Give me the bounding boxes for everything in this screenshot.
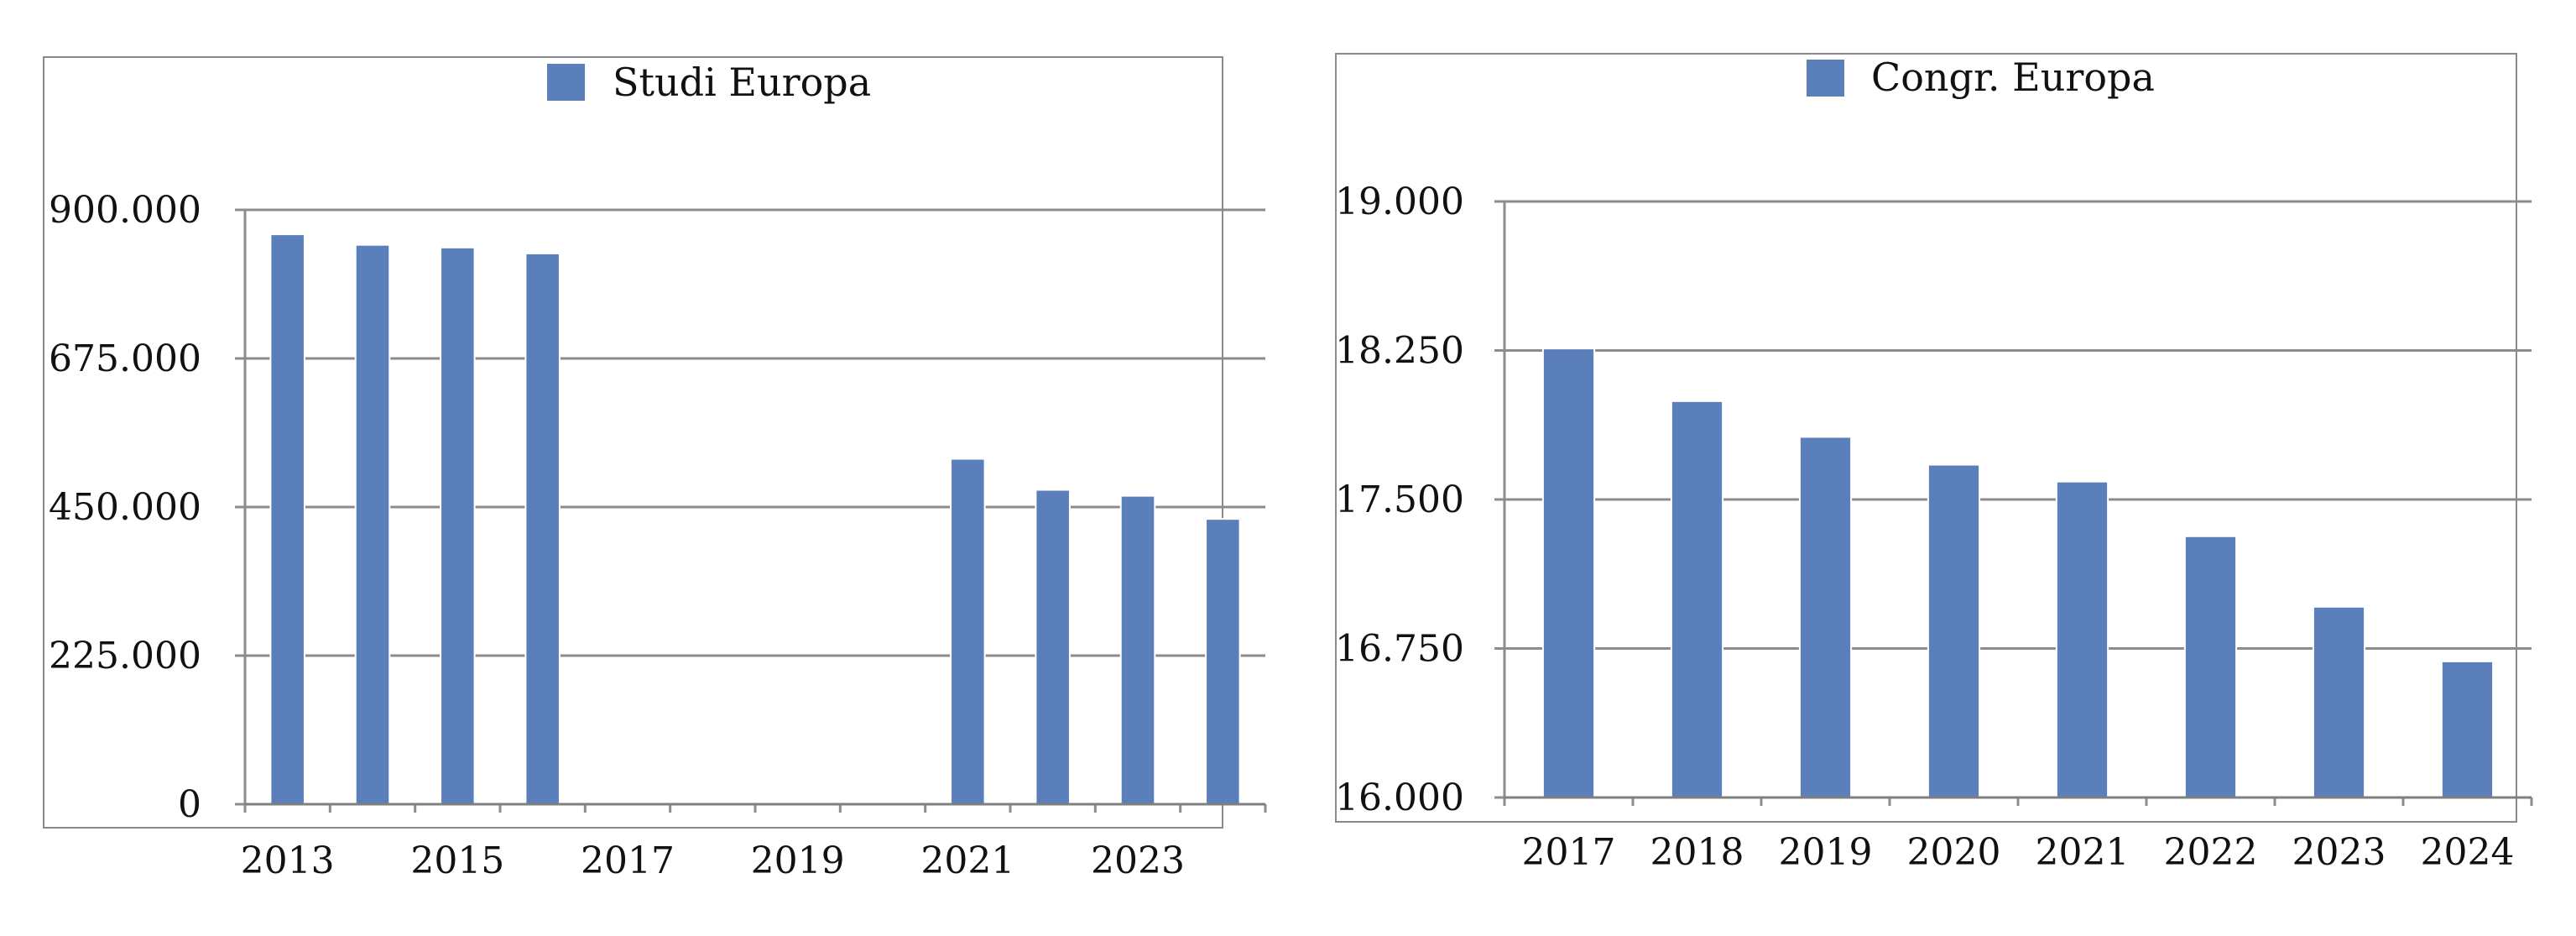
x-tick-label: 2015 (410, 839, 504, 882)
x-tick-label: 2018 (1650, 831, 1744, 874)
x-tick-label: 2013 (241, 839, 335, 882)
y-tick-label: 16.000 (1335, 777, 1464, 819)
bar-2019 (1798, 436, 1853, 798)
legend-swatch (547, 64, 585, 101)
x-tick-label: 2022 (2164, 831, 2258, 874)
x-tick-label: 2024 (2421, 831, 2515, 874)
bar-2013 (269, 233, 305, 805)
bar-2015 (440, 246, 476, 805)
x-tick-label: 2017 (1522, 831, 1616, 874)
bar-2016 (524, 252, 561, 806)
bar-2021 (2055, 480, 2109, 798)
y-tick-label: 17.500 (1335, 478, 1464, 521)
chart-frame (43, 56, 1223, 829)
chart-1: 0 225.000 450.000 675.000 900.000 2013 2015 201… (43, 56, 1267, 882)
y-tick-label: 675.000 (49, 337, 201, 380)
y-tick-label: 19.000 (1335, 180, 1464, 223)
legend-label: Studi Europa (613, 60, 871, 105)
x-tick-label: 2019 (751, 839, 845, 882)
y-tick-label: 450.000 (49, 486, 201, 529)
x-tick-label: 2023 (2292, 831, 2386, 874)
y-tick-label: 18.250 (1335, 330, 1464, 373)
x-tick-label: 2023 (1091, 839, 1185, 882)
bar-2024 (2440, 660, 2495, 799)
x-tick-label: 2017 (581, 839, 675, 882)
bar-2022 (2183, 535, 2238, 798)
x-tick-label: 2019 (1779, 831, 1873, 874)
x-tick-label: 2021 (920, 839, 1014, 882)
legend-label: Congr. Europa (1871, 55, 2155, 100)
bar-2024 (1205, 518, 1241, 805)
y-tick-label: 16.750 (1335, 628, 1464, 671)
y-tick-label: 0 (178, 783, 201, 826)
bar-2023 (2312, 605, 2366, 798)
y-tick-label: 900.000 (49, 189, 201, 232)
y-tick-label: 225.000 (49, 635, 201, 677)
legend-swatch (1807, 60, 1844, 97)
x-tick-label: 2020 (1907, 831, 2001, 874)
chart-frame (1335, 53, 2517, 823)
bar-2014 (354, 243, 391, 805)
bar-2021 (950, 458, 986, 805)
bar-2017 (1541, 348, 1596, 798)
bar-2022 (1035, 489, 1071, 806)
bar-2020 (1927, 463, 1981, 798)
bar-2023 (1119, 494, 1156, 805)
x-tick-label: 2021 (2036, 831, 2130, 874)
chart-2: 16.000 16.750 17.500 18.250 19.000 2017 2018 20… (1335, 53, 2533, 874)
bar-2018 (1670, 400, 1724, 798)
